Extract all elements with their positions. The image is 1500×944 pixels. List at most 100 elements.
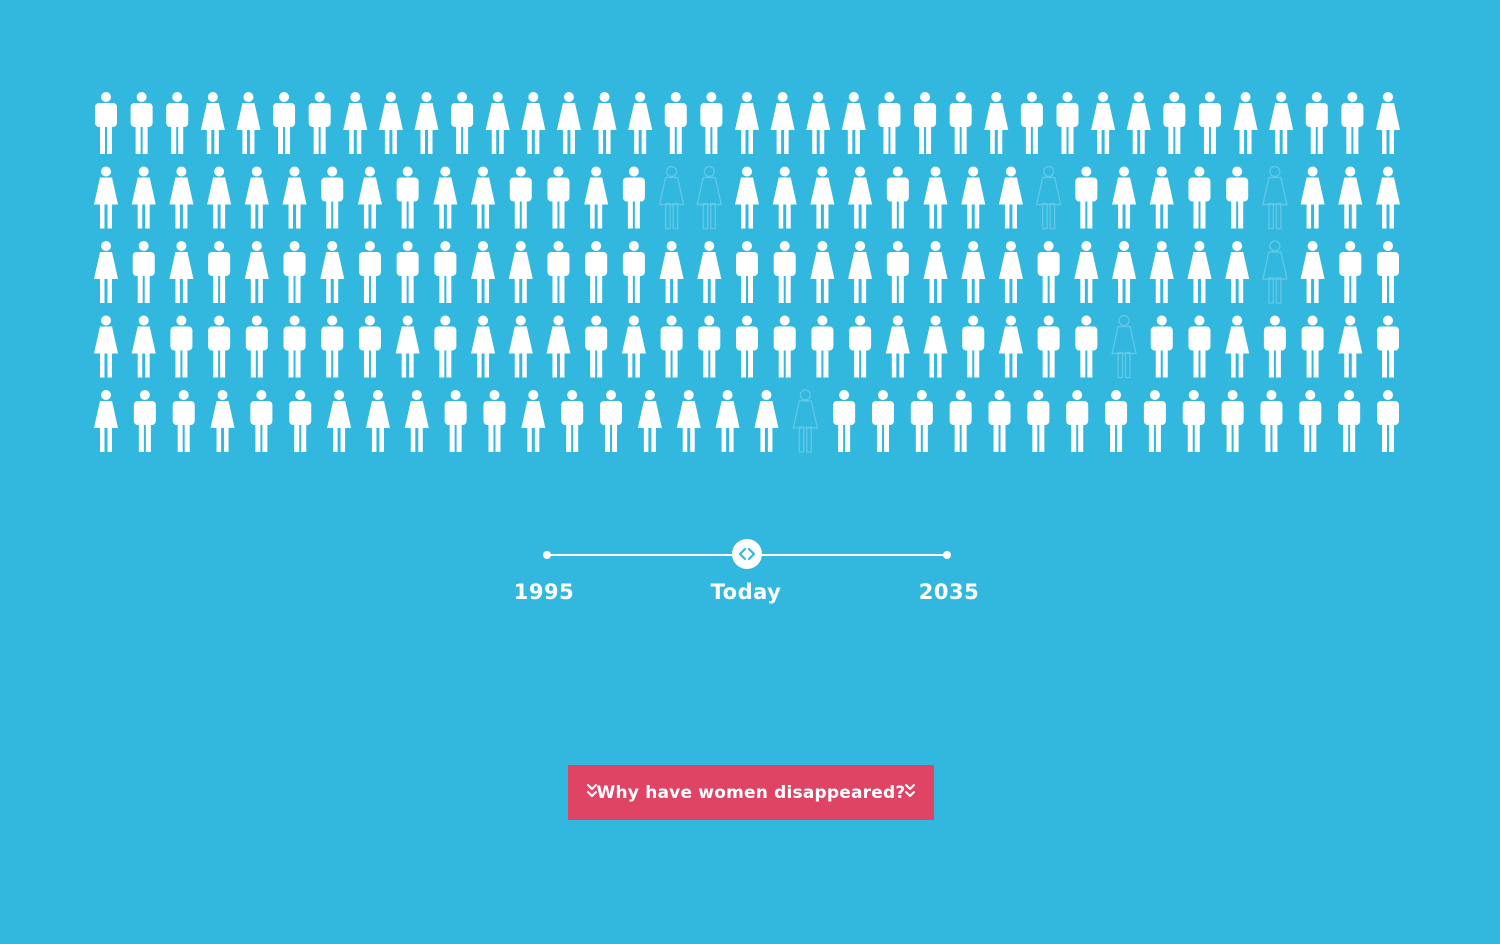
man-icon bbox=[1226, 166, 1249, 229]
man-icon bbox=[736, 241, 758, 303]
woman-icon bbox=[471, 166, 496, 229]
man-icon bbox=[250, 390, 273, 452]
woman-icon bbox=[735, 166, 759, 229]
timeline-label-2035[interactable]: 2035 bbox=[918, 580, 980, 604]
man-icon bbox=[871, 390, 894, 452]
woman-icon bbox=[244, 166, 269, 229]
double-chevron-down-icon bbox=[587, 784, 597, 797]
man-icon bbox=[208, 241, 231, 303]
woman-icon bbox=[1149, 166, 1174, 229]
man-icon bbox=[245, 315, 268, 378]
man-icon bbox=[910, 390, 933, 452]
woman-icon bbox=[1225, 315, 1250, 378]
missing-woman-icon bbox=[1111, 314, 1137, 379]
man-icon bbox=[130, 92, 153, 154]
man-icon bbox=[358, 241, 381, 303]
woman-icon bbox=[521, 390, 546, 452]
timeline-label-today[interactable]: Today bbox=[710, 580, 782, 604]
man-icon bbox=[585, 241, 608, 303]
man-icon bbox=[949, 92, 972, 154]
man-icon bbox=[1377, 390, 1399, 452]
man-icon bbox=[1066, 390, 1089, 452]
man-icon bbox=[1188, 166, 1211, 229]
man-icon bbox=[1339, 241, 1362, 303]
woman-icon bbox=[378, 92, 403, 154]
man-icon bbox=[1075, 166, 1098, 229]
woman-icon bbox=[592, 92, 617, 154]
woman-icon bbox=[282, 166, 307, 229]
woman-icon bbox=[94, 315, 118, 378]
man-icon bbox=[886, 241, 909, 303]
man-icon bbox=[321, 166, 344, 229]
woman-icon bbox=[207, 166, 232, 229]
man-icon bbox=[1188, 315, 1211, 378]
timeline-end-dot[interactable] bbox=[943, 551, 951, 559]
man-icon bbox=[1260, 390, 1283, 452]
man-icon bbox=[434, 315, 457, 378]
man-icon bbox=[1075, 315, 1098, 378]
woman-icon bbox=[637, 390, 662, 452]
woman-icon bbox=[94, 166, 118, 229]
woman-icon bbox=[1376, 166, 1400, 229]
man-icon bbox=[1143, 390, 1166, 452]
woman-icon bbox=[521, 92, 546, 154]
man-icon bbox=[208, 315, 231, 378]
year-timeline-slider[interactable]: 1995 Today 2035 bbox=[500, 535, 1000, 615]
man-icon bbox=[1341, 92, 1364, 154]
woman-icon bbox=[1300, 166, 1325, 229]
woman-icon bbox=[343, 92, 368, 154]
man-icon bbox=[1037, 241, 1060, 303]
man-icon bbox=[773, 241, 796, 303]
woman-icon bbox=[1112, 241, 1137, 303]
man-icon bbox=[561, 390, 584, 452]
missing-woman-icon bbox=[1262, 165, 1288, 230]
woman-icon bbox=[1338, 166, 1363, 229]
timeline-handle[interactable] bbox=[732, 539, 762, 569]
man-icon bbox=[878, 92, 901, 154]
woman-icon bbox=[94, 241, 118, 303]
woman-icon bbox=[984, 92, 1009, 154]
missing-woman-icon bbox=[696, 165, 722, 230]
woman-icon bbox=[659, 241, 684, 303]
man-icon bbox=[833, 390, 856, 452]
woman-icon bbox=[1233, 92, 1258, 154]
woman-icon bbox=[508, 315, 533, 378]
man-icon bbox=[358, 315, 381, 378]
man-icon bbox=[396, 241, 419, 303]
timeline-start-dot[interactable] bbox=[543, 551, 551, 559]
woman-icon bbox=[1376, 92, 1400, 154]
woman-icon bbox=[320, 241, 345, 303]
man-icon bbox=[396, 166, 419, 229]
woman-icon bbox=[433, 166, 458, 229]
timeline-label-1995[interactable]: 1995 bbox=[513, 580, 575, 604]
woman-icon bbox=[471, 241, 496, 303]
woman-icon bbox=[1269, 92, 1294, 154]
woman-icon bbox=[848, 166, 873, 229]
man-icon bbox=[509, 166, 532, 229]
why-women-disappeared-button[interactable]: Why have women disappeared? bbox=[568, 765, 934, 820]
woman-icon bbox=[1074, 241, 1099, 303]
man-icon bbox=[308, 92, 331, 154]
woman-icon bbox=[923, 166, 948, 229]
woman-icon bbox=[1112, 166, 1137, 229]
woman-icon bbox=[810, 166, 835, 229]
man-icon bbox=[664, 92, 687, 154]
woman-icon bbox=[508, 241, 533, 303]
man-icon bbox=[811, 315, 834, 378]
woman-icon bbox=[923, 315, 948, 378]
woman-icon bbox=[1300, 241, 1325, 303]
man-icon bbox=[1377, 315, 1399, 378]
woman-icon bbox=[961, 241, 986, 303]
man-icon bbox=[1105, 390, 1128, 452]
woman-icon bbox=[1338, 315, 1363, 378]
woman-icon bbox=[210, 390, 235, 452]
missing-woman-icon bbox=[1262, 240, 1288, 304]
man-icon bbox=[547, 241, 570, 303]
woman-icon bbox=[1225, 241, 1250, 303]
woman-icon bbox=[357, 166, 382, 229]
man-icon bbox=[962, 315, 985, 378]
woman-icon bbox=[395, 315, 420, 378]
cta-label: Why have women disappeared? bbox=[596, 782, 906, 803]
woman-icon bbox=[200, 92, 225, 154]
man-icon bbox=[622, 241, 645, 303]
